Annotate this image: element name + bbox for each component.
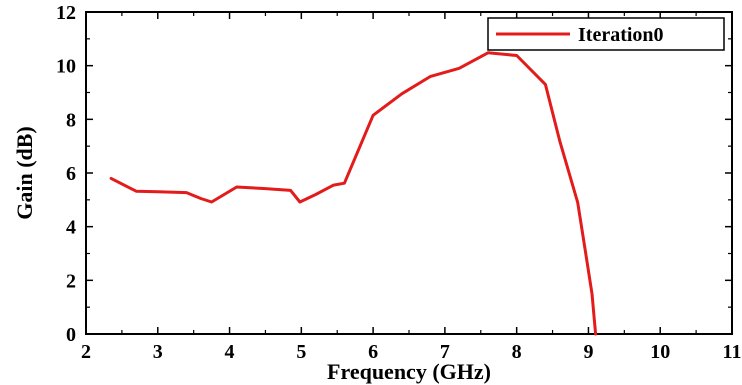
x-tick-label: 7	[440, 341, 450, 363]
x-tick-label: 5	[296, 341, 306, 363]
x-tick-label: 9	[583, 341, 593, 363]
x-tick-label: 8	[512, 341, 522, 363]
y-axis-title: Gain (dB)	[12, 126, 37, 220]
series-layer	[109, 51, 598, 336]
x-tick-label: 4	[225, 341, 235, 363]
x-axis-title: Frequency (GHz)	[327, 359, 491, 384]
y-tick-label: 2	[66, 270, 76, 292]
x-tick-label: 3	[153, 341, 163, 363]
y-tick-label: 8	[66, 109, 76, 131]
x-tick-label: 11	[723, 341, 742, 363]
y-tick-label: 0	[66, 324, 76, 346]
x-tick-label: 6	[368, 341, 378, 363]
y-tick-label: 4	[66, 217, 76, 239]
series-line-iteration0	[109, 51, 598, 336]
legend-label-iteration0: Iteration0	[578, 24, 664, 46]
x-tick-label: 2	[81, 341, 91, 363]
legend: Iteration0	[487, 17, 725, 51]
y-tick-label: 10	[56, 56, 76, 78]
y-tick-label: 6	[66, 163, 76, 185]
y-tick-label: 12	[56, 2, 76, 24]
plot-frame	[85, 11, 733, 335]
axis-ticks	[85, 11, 733, 335]
x-tick-label: 10	[650, 341, 670, 363]
